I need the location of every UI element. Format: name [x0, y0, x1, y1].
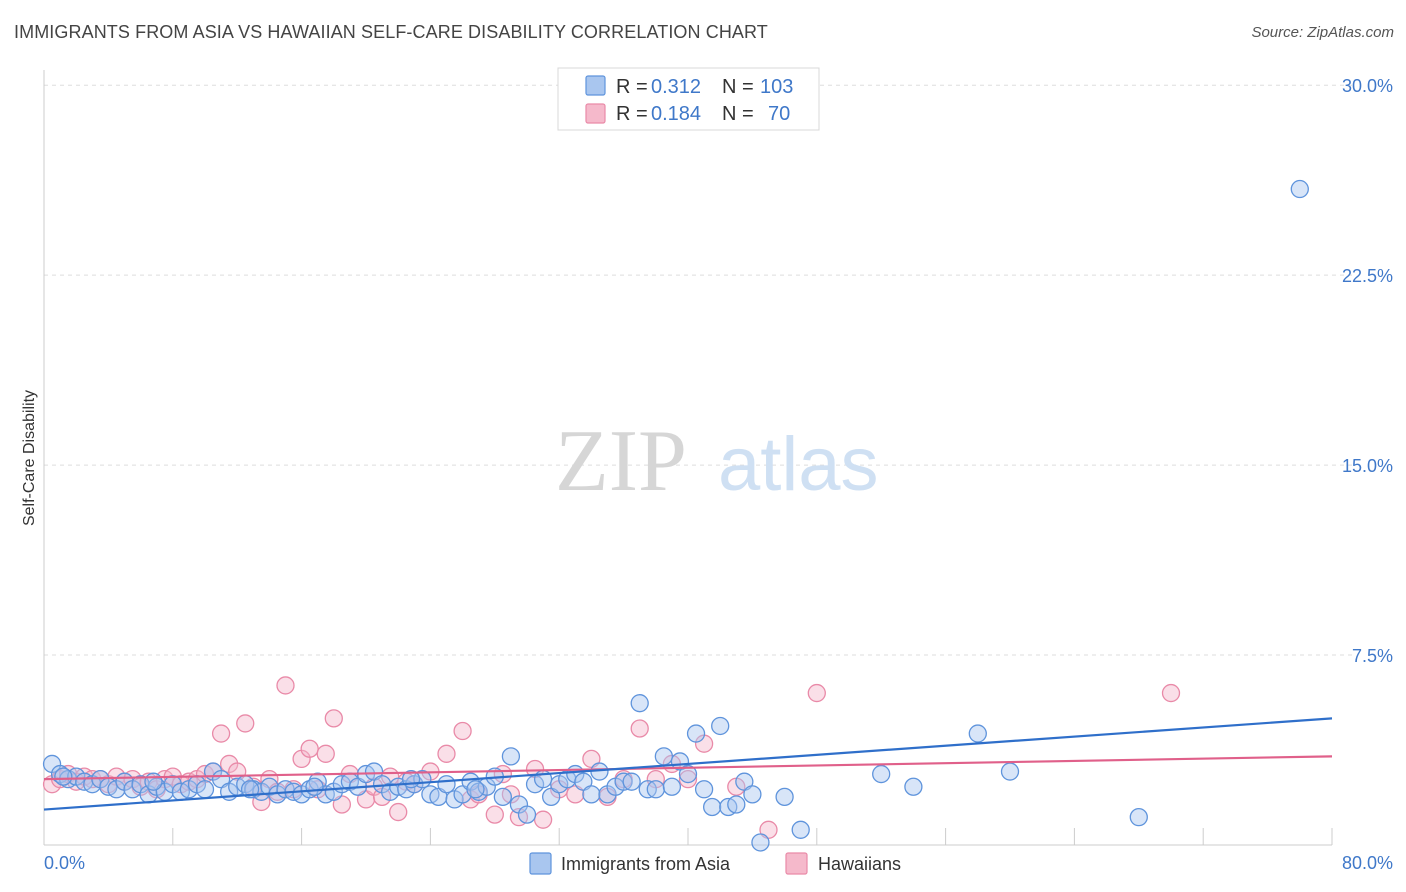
y-tick-label: 7.5% — [1352, 646, 1393, 666]
asia-point — [904, 777, 923, 796]
bottom-legend-label-asia: Immigrants from Asia — [561, 854, 731, 874]
y-tick-label: 30.0% — [1342, 76, 1393, 96]
asia-point — [743, 785, 762, 804]
hawaiians-point — [300, 739, 319, 758]
asia-point — [493, 787, 513, 807]
asia-point — [1000, 762, 1020, 781]
hawaiians-points — [42, 676, 1181, 839]
hawaiians-point — [316, 744, 335, 763]
asia-point — [630, 694, 649, 713]
asia-point — [582, 785, 601, 804]
hawaiians-point — [807, 683, 826, 703]
y-tick-label: 22.5% — [1342, 266, 1393, 286]
hawaiians-point — [1161, 683, 1181, 703]
legend-r-label-asia: R = — [616, 76, 648, 98]
watermark-zip: ZIP — [555, 413, 687, 510]
x-tick-marks — [43, 828, 1333, 845]
asia-point — [240, 780, 260, 799]
bottom-legend-label-hawaiians: Hawaiians — [818, 854, 901, 874]
asia-point — [791, 820, 810, 839]
asia-trend-line — [43, 717, 1333, 811]
legend-n-value-asia: 103 — [760, 76, 793, 98]
asia-point — [622, 772, 641, 791]
chart-title: IMMIGRANTS FROM ASIA VS HAWAIIAN SELF-CA… — [14, 22, 768, 42]
grid-lines — [44, 84, 1352, 656]
asia-point — [686, 724, 706, 743]
hawaiians-point — [533, 810, 553, 829]
x-tick-label: 0.0% — [44, 853, 85, 873]
asia-point — [517, 805, 537, 824]
x-tick-label: 80.0% — [1342, 853, 1393, 873]
asia-point — [775, 787, 794, 807]
hawaiians-point — [276, 676, 295, 695]
hawaiians-trend-line — [43, 755, 1333, 781]
asia-point — [54, 767, 73, 786]
trend-lines — [43, 717, 1333, 811]
asia-point — [1290, 179, 1309, 199]
asia-point — [466, 780, 485, 799]
hawaiians-point — [236, 714, 255, 733]
asia-point — [662, 777, 682, 796]
hawaiians-point — [630, 719, 649, 738]
asia-point — [968, 724, 987, 743]
asia-point — [654, 747, 673, 766]
asia-point — [727, 795, 746, 814]
hawaiians-point — [453, 721, 472, 741]
legend-n-label-asia: N = — [722, 76, 754, 98]
legend-n-value-hawaiians: 70 — [768, 103, 790, 125]
asia-points — [42, 179, 1309, 852]
asia-point — [711, 716, 730, 736]
x-tick-labels: 0.0% 80.0% — [44, 853, 1393, 873]
hawaiians-point — [485, 805, 504, 824]
asia-point — [501, 747, 521, 766]
asia-point — [872, 764, 891, 784]
y-tick-label: 15.0% — [1342, 456, 1393, 476]
legend-n-label-hawaiians: N = — [722, 103, 754, 125]
asia-point — [751, 833, 770, 852]
legend: R = 0.312 N = 103 R = 0.184 N = 70 — [557, 67, 820, 131]
legend-r-value-asia: 0.312 — [651, 76, 701, 98]
asia-point — [694, 780, 714, 799]
legend-swatch-hawaiians — [585, 103, 606, 124]
hawaiians-point — [324, 709, 343, 728]
bottom-legend-swatch-asia — [529, 852, 552, 875]
hawaiians-point — [389, 802, 408, 822]
asia-point — [195, 780, 215, 799]
asia-point — [305, 777, 324, 796]
bottom-legend: Immigrants from Asia Hawaiians — [529, 852, 901, 875]
hawaiians-point — [678, 770, 698, 789]
hawaiians-point — [437, 744, 456, 763]
asia-point — [646, 780, 665, 799]
asia-point — [703, 797, 722, 817]
legend-r-label-hawaiians: R = — [616, 103, 648, 125]
legend-r-value-hawaiians: 0.184 — [651, 103, 701, 125]
asia-point — [144, 772, 163, 791]
asia-point — [678, 764, 698, 784]
hawaiians-point — [211, 724, 231, 743]
bottom-legend-swatch-hawaiians — [785, 852, 808, 875]
asia-point — [1129, 807, 1148, 827]
y-axis-label: Self-Care Disability — [21, 390, 38, 526]
source-label: Source: ZipAtlas.com — [1251, 24, 1394, 41]
y-tick-labels: 7.5% 15.0% 22.5% 30.0% — [1342, 76, 1393, 666]
asia-point — [437, 775, 456, 794]
watermark-atlas: atlas — [718, 422, 879, 507]
legend-swatch-asia — [585, 75, 606, 96]
